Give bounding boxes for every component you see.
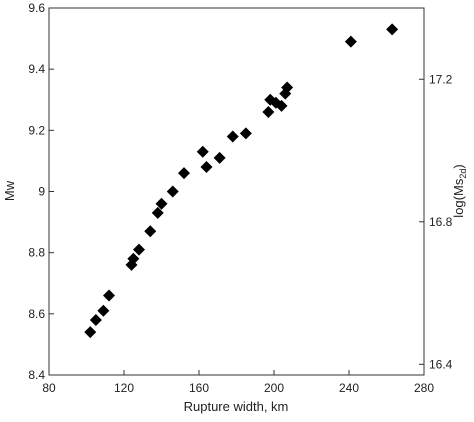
- y-tick-label: 9.2: [28, 123, 45, 137]
- data-point-diamond: [133, 243, 145, 256]
- y-axis-ticks: 8.4 8.6 8.8 9 9.2 9.4 9.6: [28, 1, 54, 382]
- data-point-diamond: [103, 289, 115, 302]
- y2-axis-label-base: log(Ms: [451, 178, 466, 218]
- data-point-diamond: [151, 206, 164, 219]
- data-point-diamond: [239, 127, 252, 140]
- data-point-diamond: [97, 304, 110, 317]
- x-tick-label: 200: [264, 381, 284, 395]
- x-tick-label: 240: [339, 381, 359, 395]
- plot-frame: [48, 7, 425, 376]
- x-tick-label: 280: [414, 381, 434, 395]
- x-axis-label: Rupture width, km: [184, 399, 289, 414]
- data-point-diamond: [262, 105, 275, 118]
- y2-tick-label: 16.8: [429, 215, 453, 229]
- y2-axis-ticks: 16.4 16.8 17.2: [419, 72, 453, 371]
- plot-area: [48, 7, 425, 376]
- data-point-diamond: [213, 151, 226, 164]
- y-tick-label: 8.4: [28, 368, 45, 382]
- data-point-diamond: [275, 99, 288, 112]
- y-tick-label: 9.4: [28, 62, 45, 76]
- y-tick-label: 8.6: [28, 307, 45, 321]
- y-axis-label: Mw: [2, 180, 17, 201]
- data-point-diamond: [178, 167, 190, 180]
- y2-tick-label: 16.4: [429, 357, 453, 371]
- data-point-diamond: [166, 185, 179, 198]
- data-point-diamond: [127, 252, 140, 265]
- x-axis-ticks: 80 120 160 200 240 280: [42, 370, 434, 395]
- y2-axis-label-end: ): [451, 164, 466, 168]
- data-point-diamond: [281, 81, 294, 94]
- data-point-diamond: [200, 161, 213, 174]
- x-tick-label: 120: [114, 381, 134, 395]
- data-point-diamond: [84, 326, 97, 339]
- data-point-diamond: [144, 225, 157, 238]
- y-tick-label: 9.6: [28, 1, 45, 15]
- data-point-diamond: [226, 130, 239, 143]
- x-tick-label: 160: [189, 381, 209, 395]
- y2-axis-label-subscript: 2d: [458, 169, 468, 179]
- data-point-diamond: [386, 23, 399, 36]
- y2-tick-label: 17.2: [429, 72, 453, 86]
- x-tick-label: 80: [42, 381, 56, 395]
- data-point-diamond: [344, 35, 357, 48]
- data-point-diamond: [155, 197, 168, 210]
- y2-axis-label: log(Ms2d): [451, 164, 468, 217]
- y-tick-label: 8.8: [28, 246, 45, 260]
- data-points: [84, 23, 399, 339]
- data-point-diamond: [196, 145, 209, 158]
- y-tick-label: 9: [38, 185, 45, 199]
- data-point-diamond: [89, 313, 102, 326]
